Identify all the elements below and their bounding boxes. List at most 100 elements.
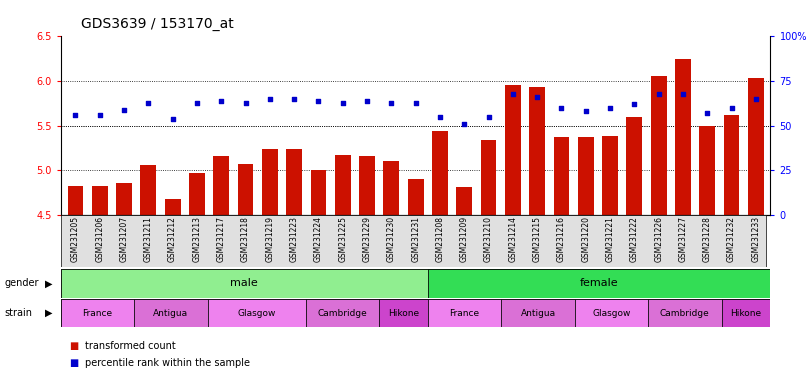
Text: GSM231221: GSM231221 <box>606 216 615 262</box>
Bar <box>457 187 472 215</box>
Text: GSM231209: GSM231209 <box>460 216 469 262</box>
Bar <box>408 179 423 215</box>
Text: ▶: ▶ <box>45 308 53 318</box>
Point <box>118 107 131 113</box>
Text: Glasgow: Glasgow <box>238 309 276 318</box>
Bar <box>675 59 691 215</box>
Bar <box>602 136 618 215</box>
Bar <box>61 299 135 327</box>
Text: GSM231215: GSM231215 <box>533 216 542 262</box>
Bar <box>213 156 230 215</box>
Bar <box>286 149 302 215</box>
Bar <box>530 88 545 215</box>
Bar <box>648 299 722 327</box>
Bar <box>379 299 428 327</box>
Point <box>603 105 616 111</box>
Text: percentile rank within the sample: percentile rank within the sample <box>85 358 250 368</box>
Bar <box>359 156 375 215</box>
Text: female: female <box>580 278 619 288</box>
Point <box>142 99 155 106</box>
Point <box>337 99 350 106</box>
Point <box>506 91 519 97</box>
Point <box>749 96 762 102</box>
Bar <box>262 149 277 215</box>
Text: GSM231228: GSM231228 <box>703 216 712 262</box>
Text: GSM231223: GSM231223 <box>290 216 298 262</box>
Point <box>93 112 106 118</box>
Text: transformed count: transformed count <box>85 341 176 351</box>
Bar <box>554 137 569 215</box>
Text: GSM231216: GSM231216 <box>557 216 566 262</box>
Text: GSM231210: GSM231210 <box>484 216 493 262</box>
Point <box>676 91 689 97</box>
Text: GSM231207: GSM231207 <box>119 216 128 262</box>
Text: GSM231214: GSM231214 <box>508 216 517 262</box>
Text: gender: gender <box>4 278 39 288</box>
Point <box>215 98 228 104</box>
Bar <box>67 185 84 215</box>
Bar <box>428 299 501 327</box>
Bar <box>92 185 108 215</box>
Text: GSM231217: GSM231217 <box>217 216 225 262</box>
Point <box>69 112 82 118</box>
Point <box>288 96 301 102</box>
Bar <box>140 165 157 215</box>
Text: GSM231232: GSM231232 <box>727 216 736 262</box>
Text: France: France <box>449 309 479 318</box>
Text: GSM231213: GSM231213 <box>192 216 201 262</box>
Point <box>239 99 252 106</box>
Bar <box>578 137 594 215</box>
Bar <box>748 78 764 215</box>
Bar <box>432 131 448 215</box>
Bar <box>428 269 770 298</box>
Point <box>433 114 446 120</box>
Text: ■: ■ <box>69 341 78 351</box>
Point <box>457 121 470 127</box>
Text: Hikone: Hikone <box>731 309 762 318</box>
Bar <box>208 299 306 327</box>
Point <box>555 105 568 111</box>
Bar <box>189 173 205 215</box>
Bar <box>722 299 770 327</box>
Point <box>409 99 422 106</box>
Text: GSM231220: GSM231220 <box>581 216 590 262</box>
Text: GSM231225: GSM231225 <box>338 216 347 262</box>
Text: Glasgow: Glasgow <box>592 309 631 318</box>
Text: GSM231231: GSM231231 <box>411 216 420 262</box>
Bar <box>650 76 667 215</box>
Text: Cambridge: Cambridge <box>317 309 367 318</box>
Point <box>166 116 179 122</box>
Point <box>725 105 738 111</box>
Point <box>312 98 325 104</box>
Text: GSM231218: GSM231218 <box>241 216 250 262</box>
Bar <box>501 299 575 327</box>
Text: GSM231233: GSM231233 <box>751 216 761 262</box>
Text: Cambridge: Cambridge <box>660 309 710 318</box>
Text: Antigua: Antigua <box>521 309 556 318</box>
Text: GDS3639 / 153170_at: GDS3639 / 153170_at <box>81 17 234 31</box>
Text: GSM231208: GSM231208 <box>436 216 444 262</box>
Point <box>628 101 641 108</box>
Bar <box>699 126 715 215</box>
Point <box>652 91 665 97</box>
Text: ■: ■ <box>69 358 78 368</box>
Text: GSM231230: GSM231230 <box>387 216 396 262</box>
Text: strain: strain <box>4 308 32 318</box>
Text: GSM231224: GSM231224 <box>314 216 323 262</box>
Bar <box>481 140 496 215</box>
Bar <box>306 299 379 327</box>
Text: GSM231227: GSM231227 <box>679 216 688 262</box>
Point <box>701 110 714 116</box>
Text: ▶: ▶ <box>45 278 53 288</box>
Bar <box>238 164 253 215</box>
Bar <box>505 85 521 215</box>
Text: GSM231205: GSM231205 <box>71 216 80 262</box>
Text: GSM231219: GSM231219 <box>265 216 274 262</box>
Text: GSM231229: GSM231229 <box>363 216 371 262</box>
Bar <box>575 299 648 327</box>
Bar <box>626 117 642 215</box>
Point <box>361 98 374 104</box>
Text: GSM231222: GSM231222 <box>630 216 639 262</box>
Text: GSM231211: GSM231211 <box>144 216 152 262</box>
Bar <box>335 155 350 215</box>
